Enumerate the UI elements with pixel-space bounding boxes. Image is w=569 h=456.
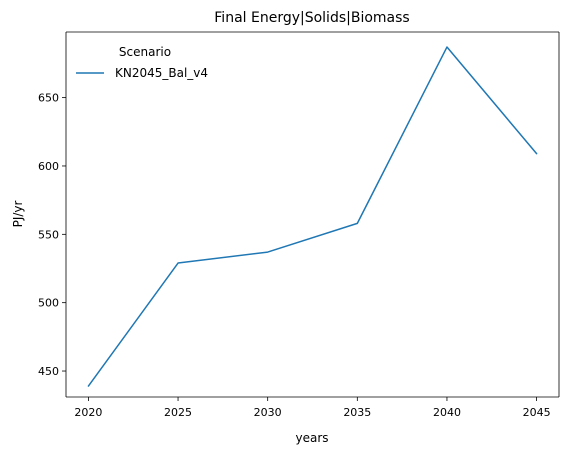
x-tick-label: 2025 (164, 406, 192, 419)
legend-label-series-1: KN2045_Bal_v4 (115, 66, 208, 80)
x-tick-label: 2045 (523, 406, 551, 419)
plot-area (65, 31, 560, 398)
y-axis-ticks: 450 500 550 600 650 (38, 92, 66, 378)
x-tick-label: 2040 (433, 406, 461, 419)
series-layer (87, 46, 538, 387)
y-tick-label: 550 (38, 228, 59, 241)
legend-title: Scenario (119, 45, 171, 59)
y-tick-label: 600 (38, 160, 59, 173)
x-tick-label: 2035 (343, 406, 371, 419)
x-tick-label: 2030 (254, 406, 282, 419)
y-tick-label: 500 (38, 297, 59, 310)
y-tick-label: 450 (38, 365, 59, 378)
y-axis-label: PJ/yr (11, 201, 25, 228)
x-axis-label: years (295, 431, 328, 445)
chart-title: Final Energy|Solids|Biomass (214, 10, 409, 26)
x-tick-label: 2020 (74, 406, 102, 419)
legend: Scenario KN2045_Bal_v4 (76, 45, 208, 80)
y-tick-label: 650 (38, 92, 59, 105)
series-line-1 (87, 46, 538, 387)
x-axis-ticks: 2020 2025 2030 2035 2040 2045 (74, 397, 551, 419)
